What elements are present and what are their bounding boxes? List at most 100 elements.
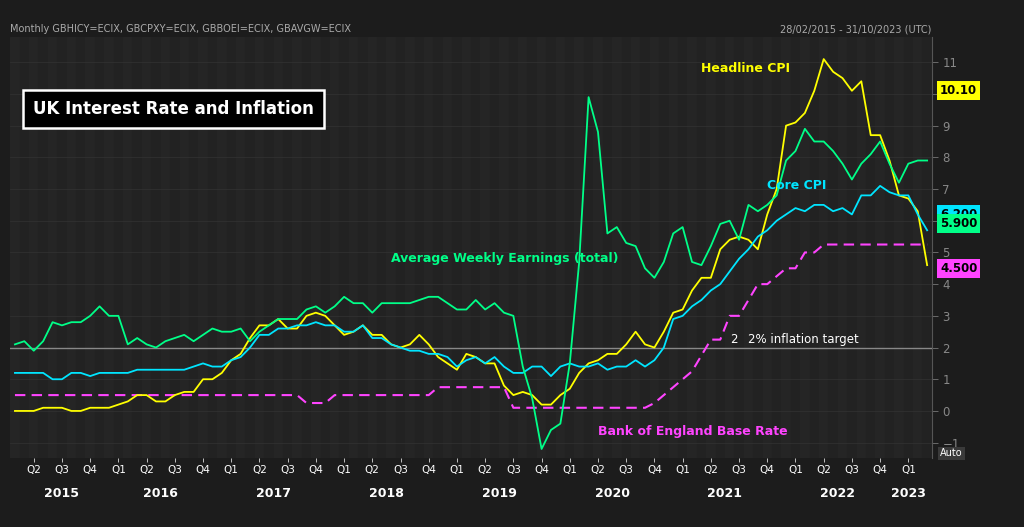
- Bar: [377, 37, 386, 458]
- Bar: [208, 37, 217, 458]
- Bar: [763, 37, 772, 458]
- Bar: [433, 37, 442, 458]
- Bar: [923, 37, 932, 458]
- Bar: [546, 37, 556, 458]
- Bar: [480, 37, 489, 458]
- Bar: [876, 37, 885, 458]
- Bar: [612, 37, 622, 458]
- Text: 2015: 2015: [44, 487, 80, 501]
- Text: 2022: 2022: [820, 487, 855, 501]
- Text: 2017: 2017: [256, 487, 291, 501]
- Bar: [669, 37, 678, 458]
- Bar: [349, 37, 358, 458]
- Text: 6.200: 6.200: [940, 208, 978, 221]
- Bar: [471, 37, 480, 458]
- Bar: [368, 37, 377, 458]
- Text: Core CPI: Core CPI: [767, 179, 826, 192]
- Bar: [631, 37, 640, 458]
- Bar: [255, 37, 264, 458]
- Bar: [226, 37, 236, 458]
- Text: 10.10: 10.10: [940, 84, 977, 97]
- Bar: [574, 37, 584, 458]
- Text: UK Interest Rate and Inflation: UK Interest Rate and Inflation: [33, 100, 314, 118]
- Bar: [781, 37, 791, 458]
- Bar: [302, 37, 311, 458]
- Bar: [217, 37, 226, 458]
- Bar: [707, 37, 716, 458]
- Bar: [462, 37, 471, 458]
- Text: Auto: Auto: [940, 448, 963, 458]
- Bar: [500, 37, 509, 458]
- Bar: [800, 37, 810, 458]
- Bar: [330, 37, 339, 458]
- Bar: [386, 37, 396, 458]
- Bar: [179, 37, 188, 458]
- Bar: [593, 37, 603, 458]
- Text: 4.500: 4.500: [940, 262, 978, 275]
- Text: 2% inflation target: 2% inflation target: [749, 333, 859, 346]
- Bar: [584, 37, 593, 458]
- Bar: [188, 37, 199, 458]
- Bar: [838, 37, 847, 458]
- Bar: [170, 37, 179, 458]
- Bar: [358, 37, 368, 458]
- Bar: [743, 37, 754, 458]
- Bar: [39, 37, 48, 458]
- Bar: [772, 37, 781, 458]
- Text: 28/02/2015 - 31/10/2023 (UTC): 28/02/2015 - 31/10/2023 (UTC): [780, 24, 932, 34]
- Bar: [810, 37, 819, 458]
- Bar: [527, 37, 537, 458]
- Bar: [10, 37, 19, 458]
- Bar: [725, 37, 734, 458]
- Bar: [246, 37, 255, 458]
- Bar: [828, 37, 838, 458]
- Bar: [142, 37, 152, 458]
- Bar: [339, 37, 349, 458]
- Text: 2016: 2016: [143, 487, 178, 501]
- Text: 2021: 2021: [708, 487, 742, 501]
- Bar: [264, 37, 273, 458]
- Bar: [453, 37, 462, 458]
- Bar: [396, 37, 406, 458]
- Bar: [696, 37, 707, 458]
- Text: 2: 2: [730, 333, 737, 346]
- Bar: [442, 37, 453, 458]
- Text: Average Weekly Earnings (total): Average Weekly Earnings (total): [391, 252, 618, 265]
- Bar: [556, 37, 565, 458]
- Bar: [687, 37, 696, 458]
- Bar: [57, 37, 67, 458]
- Bar: [415, 37, 424, 458]
- Bar: [678, 37, 687, 458]
- Bar: [649, 37, 659, 458]
- Bar: [866, 37, 876, 458]
- Bar: [293, 37, 302, 458]
- Bar: [537, 37, 546, 458]
- Bar: [847, 37, 857, 458]
- Text: 2018: 2018: [369, 487, 403, 501]
- Bar: [885, 37, 894, 458]
- Bar: [518, 37, 527, 458]
- Bar: [489, 37, 500, 458]
- Bar: [716, 37, 725, 458]
- Text: 2020: 2020: [595, 487, 630, 501]
- Bar: [894, 37, 903, 458]
- Bar: [199, 37, 208, 458]
- Text: Monthly GBHICY=ECIX, GBCPXY=ECIX, GBBOEI=ECIX, GBAVGW=ECIX: Monthly GBHICY=ECIX, GBCPXY=ECIX, GBBOEI…: [10, 24, 351, 34]
- Bar: [29, 37, 39, 458]
- Bar: [603, 37, 612, 458]
- Bar: [622, 37, 631, 458]
- Bar: [819, 37, 828, 458]
- Bar: [85, 37, 95, 458]
- Bar: [95, 37, 104, 458]
- Bar: [311, 37, 321, 458]
- Bar: [123, 37, 132, 458]
- Bar: [67, 37, 76, 458]
- Bar: [152, 37, 161, 458]
- Bar: [283, 37, 293, 458]
- Bar: [236, 37, 246, 458]
- Bar: [76, 37, 85, 458]
- Text: 2023: 2023: [891, 487, 926, 501]
- Bar: [913, 37, 923, 458]
- Bar: [104, 37, 114, 458]
- Bar: [903, 37, 913, 458]
